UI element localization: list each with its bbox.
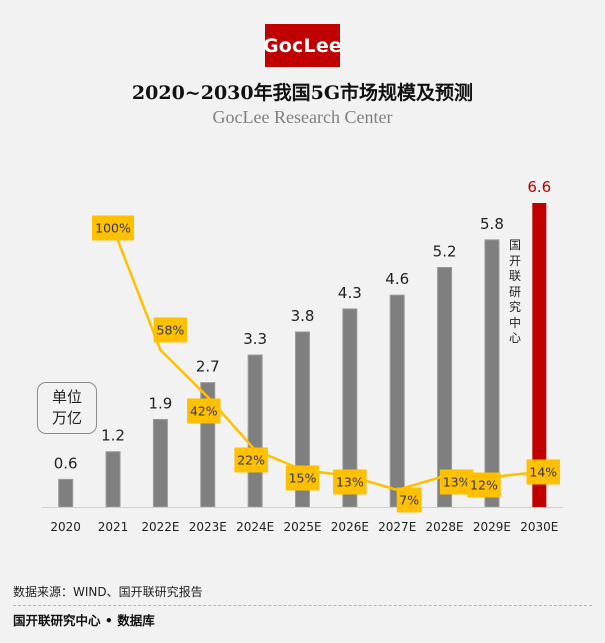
bar-2022E [152,418,168,508]
growth-label-text: 7% [399,493,419,508]
x-tick-label: 2022E [141,520,179,534]
unit-label-box: 单位 万亿 [37,382,97,434]
bar-value-label: 3.8 [291,307,315,325]
growth-label-text: 42% [190,404,218,419]
growth-label-box [187,398,221,424]
bar-value-label: 5.8 [480,215,504,233]
unit-label-line2: 万亿 [51,409,82,427]
growth-label-box [153,317,188,343]
x-tick-label: 2026E [331,520,369,534]
growth-label-text: 14% [529,465,557,480]
growth-label-text: 13% [336,475,364,490]
vertical-watermark: 国开联研究中心 [508,238,521,345]
bar-2027E [389,294,405,508]
chart-subtitle: GocLee Research Center [212,107,393,127]
x-tick-label: 2024E [236,520,274,534]
growth-label-box [234,447,268,473]
x-tick-label: 2029E [473,520,511,534]
growth-label-box [333,469,367,495]
bar-value-label: 3.3 [243,330,267,348]
growth-label-text: 15% [289,471,317,486]
growth-label-2022E: 58% [153,317,188,343]
bar-2020 [58,478,74,508]
x-tick-label: 2023E [189,520,227,534]
growth-label-box [396,487,422,513]
bar-value-label: 4.3 [338,284,362,302]
growth-labels-layer: 100%58%42%22%15% 13%7%13% 12%14% [92,215,561,513]
growth-label-text: 13% [443,475,471,490]
growth-label-2023E: 42% [187,398,221,424]
bar-value-label: 4.6 [385,270,409,288]
growth-label-text: 58% [157,323,185,338]
bar-2021 [105,451,121,508]
growth-rate-line [111,227,540,492]
bar-value-label: 1.9 [148,394,172,412]
growth-label-text: 12% [470,478,498,493]
growth-label-text: 22% [237,453,265,468]
x-tick-label: 2025E [283,520,321,534]
footer-divider [13,605,592,606]
goclee-logo: GocLee [263,24,342,67]
bar-value-label: 5.2 [433,242,457,260]
growth-label-2026E: 13% [333,469,367,495]
growth-label-2025E: 15% [285,465,320,491]
x-tick-label: 2030E [520,520,558,534]
data-source: 数据来源：WIND、国开联研究报告 [13,585,203,599]
growth-label-2029E: 12% [467,472,501,498]
growth-label-2024E: 22% [234,447,268,473]
bar-2024E [247,354,263,508]
bar-value-label: 2.7 [196,358,220,376]
growth-line-layer [111,227,540,492]
bars-layer [58,203,547,508]
unit-label-line1: 单位 [51,388,82,406]
x-tick-label: 2020 [50,520,81,534]
bar-2029E [484,239,500,508]
x-tick-label: 2027E [378,520,416,534]
bar-value-label: 0.6 [54,454,78,472]
bar-value-label: 1.2 [101,427,125,445]
bar-value-label: 6.6 [527,178,551,196]
growth-label-box [285,465,320,491]
growth-label-text: 100% [95,221,131,236]
x-tick-label: 2028E [426,520,464,534]
growth-label-2021: 100% [92,215,135,241]
growth-label-2030E: 14% [526,459,561,485]
bar-2030E [532,203,547,507]
growth-label-box [526,459,561,485]
growth-label-box [467,472,501,498]
x-tick-label: 2021 [98,520,129,534]
bar-labels-layer: 0.6 1.2 1.9 2.7 3.3 3.8 4.3 4.6 5.2 5.8 6.6 [54,178,551,472]
growth-label-2027E: 7% [396,487,422,513]
chart-canvas: 0.61.21.92.73.33.84.34.65.25.86.6 2020 20… [42,178,563,534]
chart-title: 2020~2030年我国5G市场规模及预测 [131,82,474,104]
footer-brand: 国开联研究中心 • 数据库 [13,613,155,628]
x-tick-labels: 2020 2021 2022E 2023E 2024E 2025E 2026E 2027E 20… [50,520,558,534]
growth-label-box [92,215,135,241]
